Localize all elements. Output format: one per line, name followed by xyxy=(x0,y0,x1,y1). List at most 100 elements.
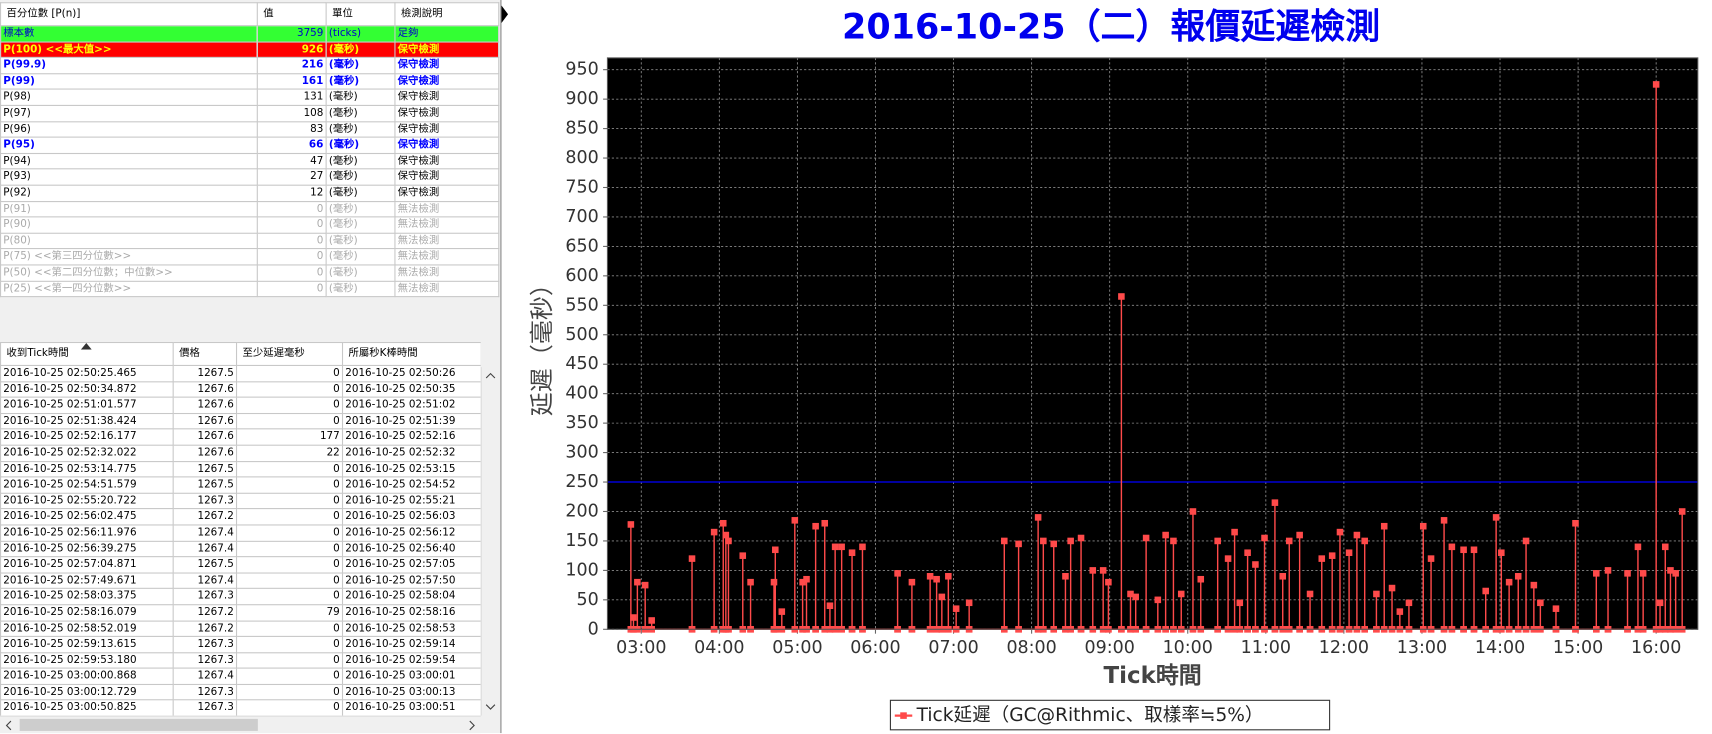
table-cell: 2016-10-25 02:50:34.872 xyxy=(0,380,174,398)
column-header: 價格 xyxy=(172,341,238,366)
table-cell: 保守檢測 xyxy=(394,88,500,106)
data-point xyxy=(1328,552,1336,559)
data-point xyxy=(1127,590,1134,598)
table-cell: 2016-10-25 02:56:11.976 xyxy=(0,524,174,542)
table-cell: 2016-10-25 02:56:03 xyxy=(341,508,481,526)
splitter-arrow[interactable] xyxy=(501,5,509,23)
table-cell: 79 xyxy=(235,604,344,622)
data-point xyxy=(1345,549,1353,556)
data-point xyxy=(634,578,641,586)
column-header: 單位 xyxy=(325,2,396,27)
table-cell: 2016-10-25 02:53:15 xyxy=(341,460,481,478)
table-cell: 2016-10-25 03:00:12.729 xyxy=(0,683,174,701)
table-row: P(99.9) 216 (毫秒) 保守檢測 xyxy=(0,57,500,75)
data-point xyxy=(1634,543,1642,551)
table-cell: (毫秒) xyxy=(325,248,396,266)
table-cell: P(99) xyxy=(0,72,258,90)
data-point xyxy=(1118,293,1125,300)
data-point xyxy=(1142,534,1150,542)
legend-box xyxy=(889,699,1331,731)
table-cell: P(96) xyxy=(0,120,258,138)
table-cell: 0 xyxy=(235,540,344,558)
data-point xyxy=(1373,590,1380,598)
x-tick-label: 06:00 xyxy=(850,638,900,658)
table-cell: (毫秒) xyxy=(325,88,396,106)
table-cell: 保守檢測 xyxy=(394,57,500,75)
y-tick-label: 150 xyxy=(565,531,598,551)
x-tick-label: 03:00 xyxy=(616,638,666,658)
column-header: 檢測說明 xyxy=(394,2,500,27)
data-point xyxy=(1505,578,1513,586)
table-cell: 22 xyxy=(235,444,344,462)
data-point xyxy=(952,605,960,612)
table-cell: 177 xyxy=(235,428,344,446)
data-point xyxy=(630,614,637,621)
table-cell: (毫秒) xyxy=(325,104,396,122)
data-point xyxy=(1162,531,1169,539)
table-cell: 83 xyxy=(256,120,327,138)
data-point xyxy=(1015,540,1022,548)
table-row: 2016-10-25 02:58:16.079 1267.2 79 2016-10-2… xyxy=(0,604,481,622)
data-point xyxy=(1552,605,1560,612)
data-point xyxy=(1306,590,1314,598)
sort-indicator xyxy=(80,343,92,350)
data-point xyxy=(1656,599,1664,607)
table-cell: 0 xyxy=(256,216,327,234)
table-row: 2016-10-25 02:50:34.872 1267.6 0 2016-10-25… xyxy=(0,380,481,398)
data-point xyxy=(838,543,845,551)
scroll-thumb[interactable] xyxy=(19,718,258,731)
tick-table-wrap: 收到Tick時間 價格 至少延遲毫秒 所屬秒K棒時間 2016-10-25 02:50:… xyxy=(0,341,481,716)
data-point xyxy=(1001,537,1008,545)
y-tick-label: 750 xyxy=(565,177,598,197)
data-point xyxy=(1405,599,1413,607)
table-cell: 2016-10-25 02:57:05 xyxy=(341,556,481,574)
table-cell: 926 xyxy=(256,41,327,59)
x-tick-label: 04:00 xyxy=(694,638,744,658)
data-point xyxy=(1537,599,1544,607)
table-cell: 0 xyxy=(235,492,344,510)
y-tick-label: 350 xyxy=(565,413,598,433)
data-point xyxy=(1482,587,1489,595)
table-cell: 2016-10-25 02:56:40 xyxy=(341,540,481,558)
table-cell: 1267.2 xyxy=(172,620,238,638)
x-tick-label: 12:00 xyxy=(1319,638,1369,658)
table-row: 2016-10-25 02:56:11.976 1267.4 0 2016-10-25… xyxy=(0,524,481,542)
data-point xyxy=(1252,561,1259,568)
table-cell: 2016-10-25 02:58:03.375 xyxy=(0,588,174,606)
column-header: 至少延遲毫秒 xyxy=(235,341,344,366)
data-point xyxy=(1271,499,1279,506)
data-point xyxy=(894,570,901,577)
x-tick-label: 14:00 xyxy=(1475,638,1525,658)
table-cell: 1267.3 xyxy=(172,683,238,701)
y-tick-label: 450 xyxy=(565,354,598,374)
table-cell: 保守檢測 xyxy=(394,152,500,170)
data-point xyxy=(831,543,839,551)
table-cell: 12 xyxy=(256,184,327,202)
table-cell: P(92) xyxy=(0,184,258,202)
table-cell: 0 xyxy=(235,396,344,414)
vertical-scrollbar[interactable] xyxy=(480,367,500,716)
table-row: 2016-10-25 02:53:14.775 1267.5 0 2016-10-25… xyxy=(0,460,481,478)
table-cell: 1267.4 xyxy=(172,572,238,590)
data-point xyxy=(1672,570,1679,577)
plot-area xyxy=(607,57,1698,630)
data-point xyxy=(1132,593,1139,601)
table-cell: 0 xyxy=(235,683,344,701)
data-point xyxy=(719,519,727,527)
table-cell: 保守檢測 xyxy=(394,104,500,122)
table-cell: 0 xyxy=(235,508,344,526)
table-cell: 2016-10-25 03:00:50.825 xyxy=(0,699,174,716)
table-cell: 2016-10-25 02:50:26 xyxy=(341,364,481,382)
horizontal-scrollbar[interactable] xyxy=(0,715,481,734)
table-cell: 131 xyxy=(256,88,327,106)
table-cell: P(94) xyxy=(0,152,258,170)
table-cell: 108 xyxy=(256,104,327,122)
table-cell: (毫秒) xyxy=(325,136,396,154)
table-cell: 0 xyxy=(235,476,344,494)
table-cell: P(99.9) xyxy=(0,57,258,75)
data-point xyxy=(770,578,778,586)
data-point xyxy=(1652,81,1660,88)
table-cell: 0 xyxy=(256,232,327,250)
table-cell: 2016-10-25 02:54:52 xyxy=(341,476,481,494)
table-cell: 無法檢測 xyxy=(394,264,500,282)
